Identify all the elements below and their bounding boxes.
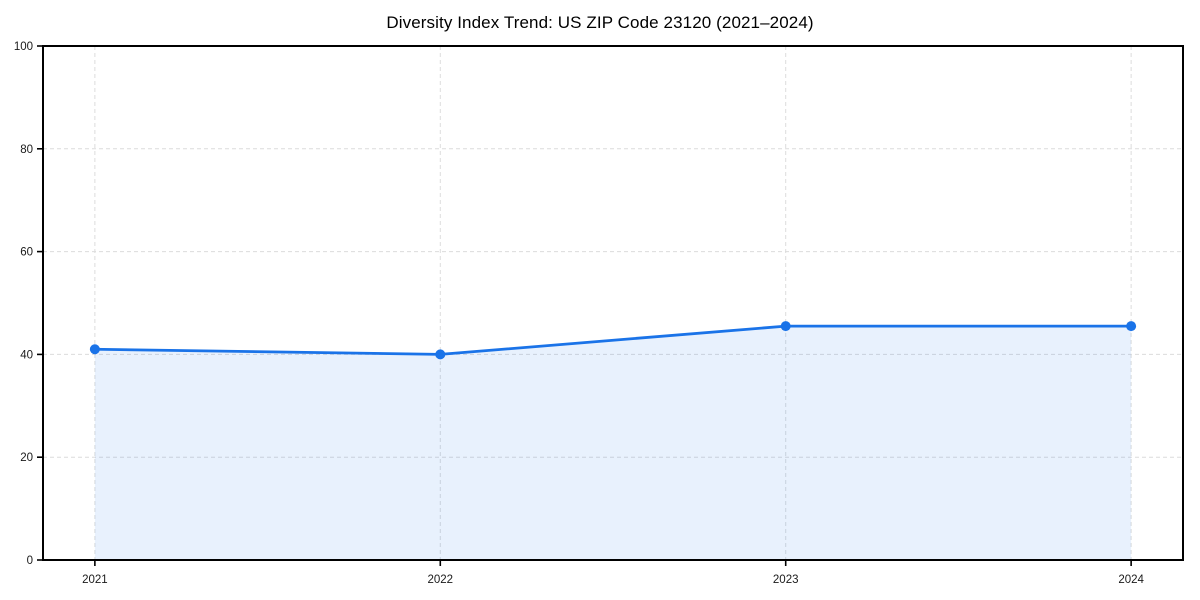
y-tick-label: 80 — [20, 144, 33, 156]
y-tick-label: 100 — [14, 41, 33, 53]
y-tick-label: 20 — [20, 452, 33, 464]
x-tick-label: 2024 — [1118, 574, 1144, 586]
data-point-marker — [435, 349, 446, 360]
trend-line — [94, 324, 1132, 356]
y-tick-label: 0 — [27, 555, 33, 567]
y-tick-label: 40 — [20, 349, 33, 361]
x-tick-label: 2023 — [773, 574, 799, 586]
area-fill — [94, 326, 1132, 560]
data-point-marker — [780, 321, 791, 332]
data-point-marker — [1126, 321, 1137, 332]
plot-border — [42, 45, 1184, 561]
y-tick-label: 60 — [20, 247, 33, 259]
chart-title: Diversity Index Trend: US ZIP Code 23120… — [386, 13, 814, 32]
data-point-marker — [89, 344, 100, 355]
x-tick-label: 2022 — [427, 574, 453, 586]
x-tick-label: 2021 — [82, 574, 108, 586]
